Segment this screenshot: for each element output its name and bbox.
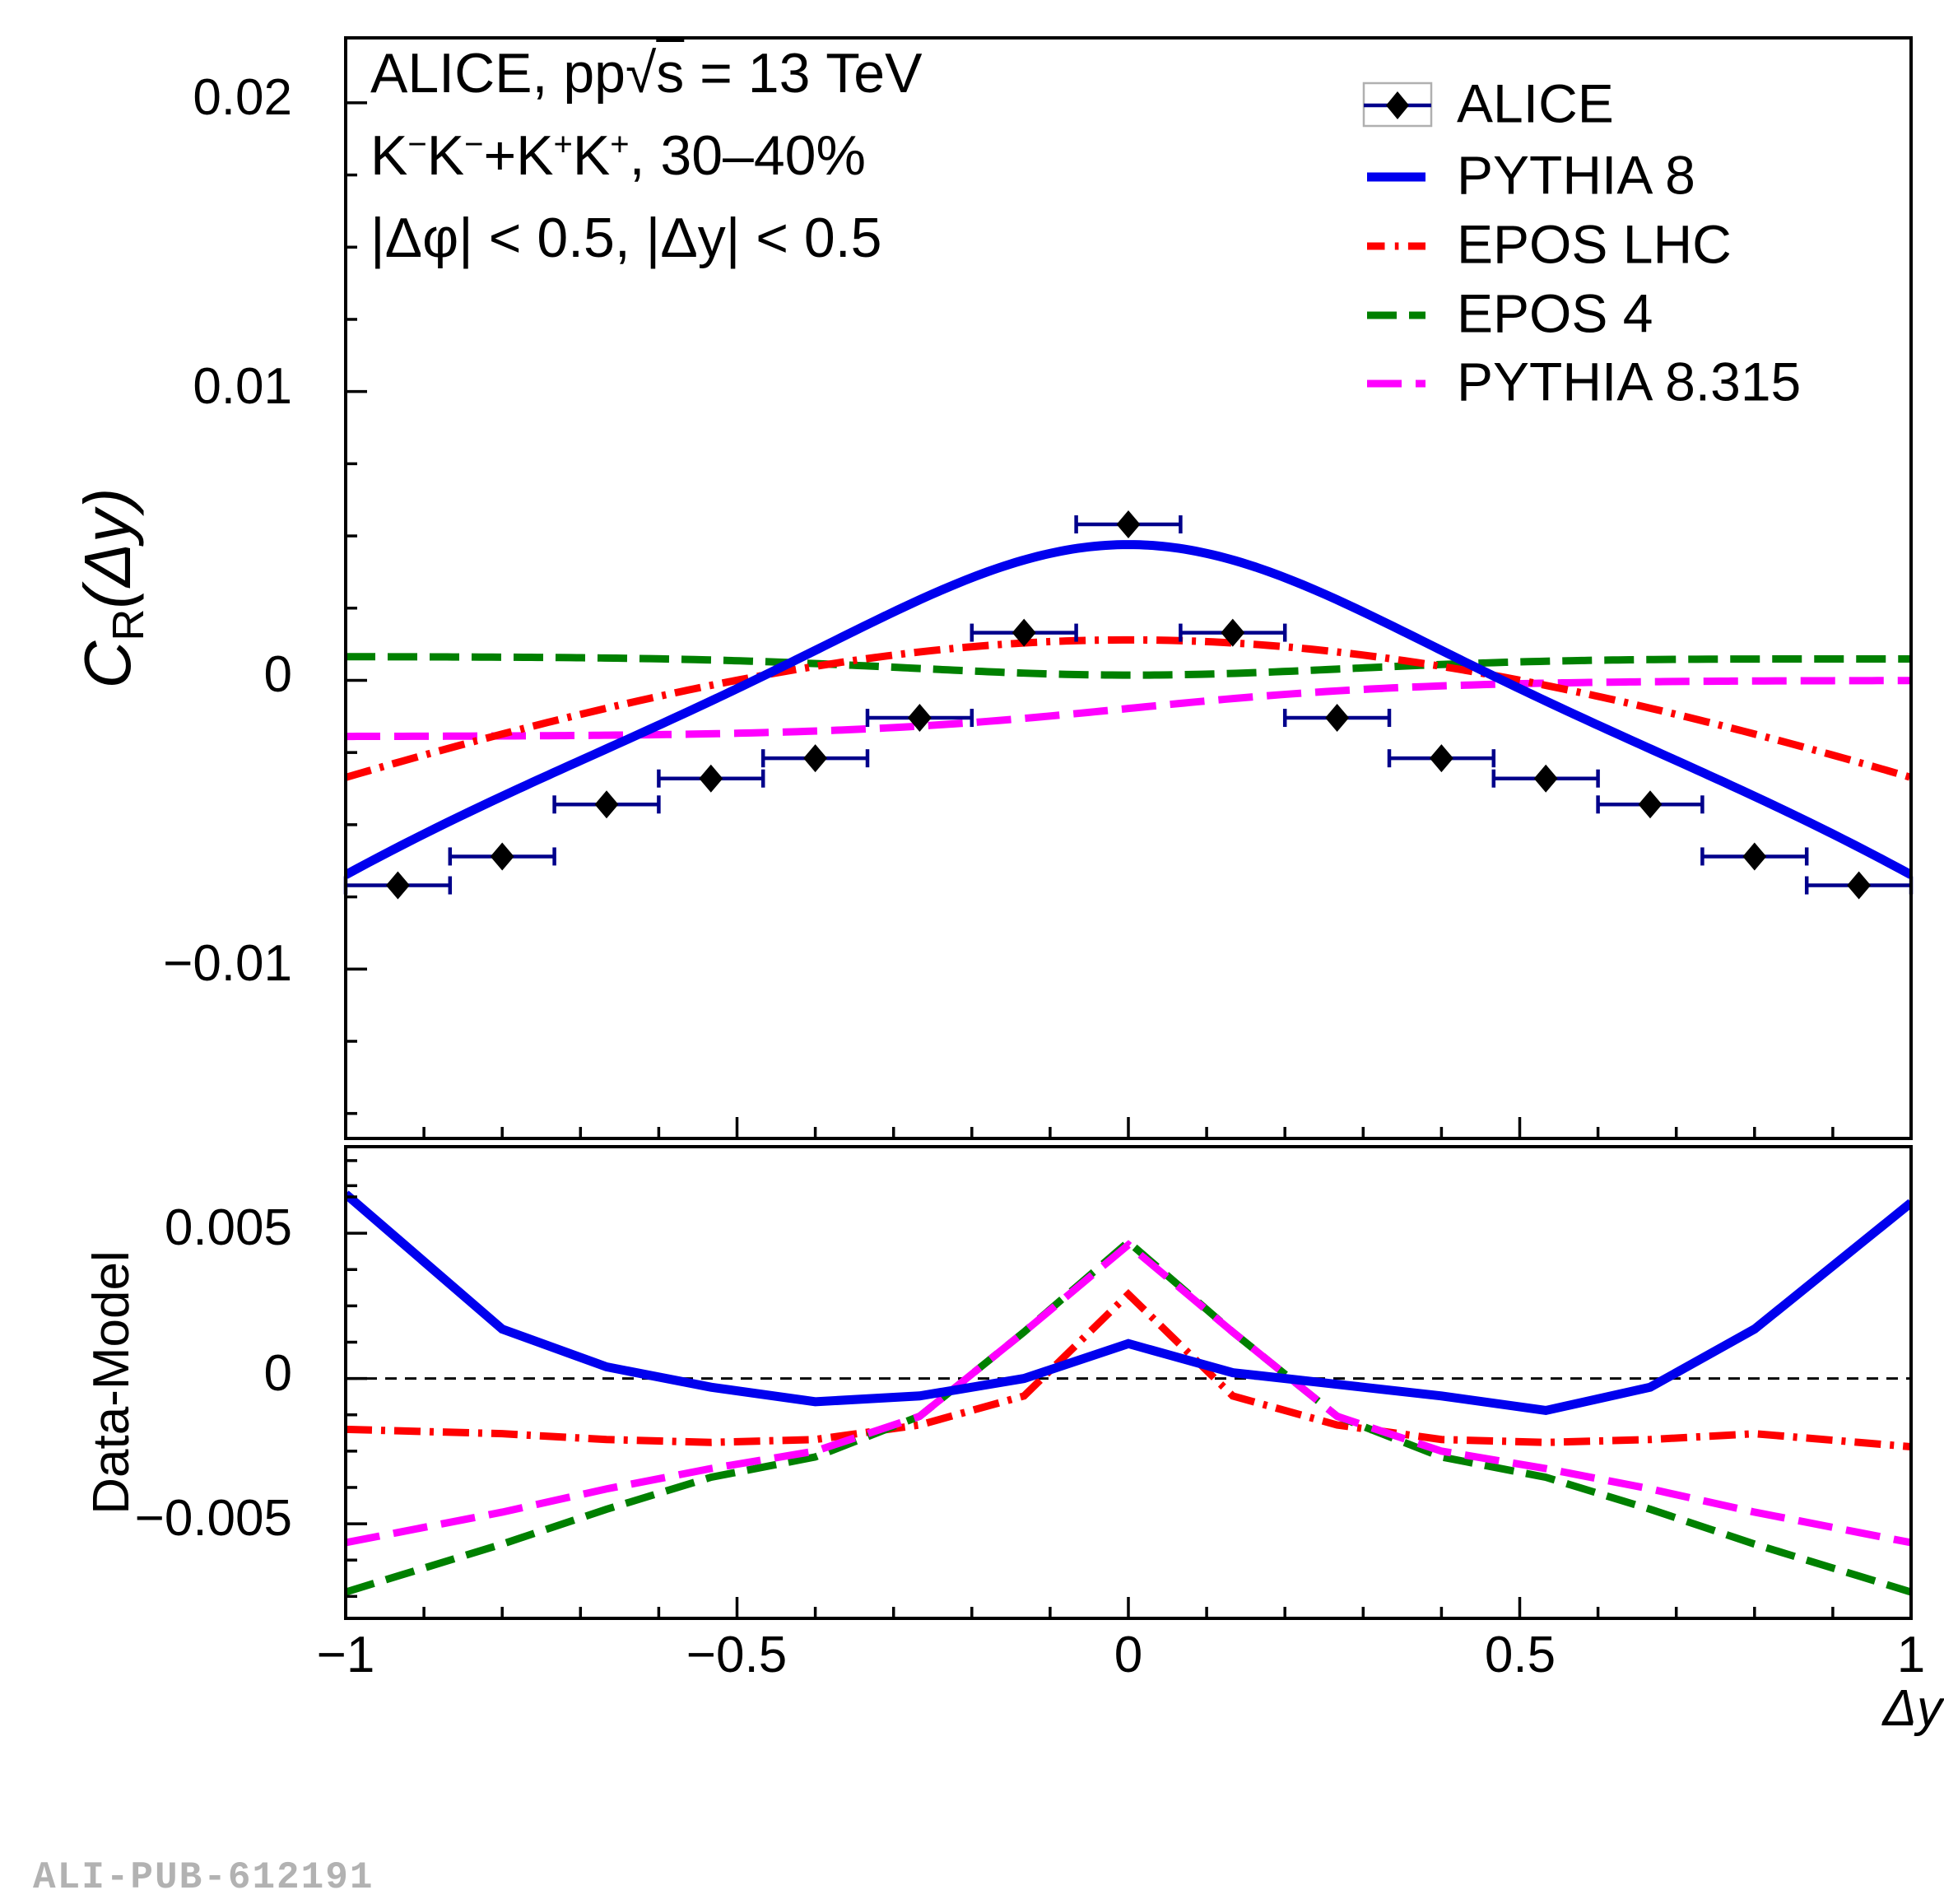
svg-text:ALICE: ALICE (1457, 72, 1614, 133)
svg-text:PYTHIA 8: PYTHIA 8 (1457, 144, 1695, 205)
svg-text:EPOS 4: EPOS 4 (1457, 282, 1653, 343)
svg-text:EPOS LHC: EPOS LHC (1457, 213, 1732, 274)
svg-text:PYTHIA 8.315: PYTHIA 8.315 (1457, 351, 1801, 412)
